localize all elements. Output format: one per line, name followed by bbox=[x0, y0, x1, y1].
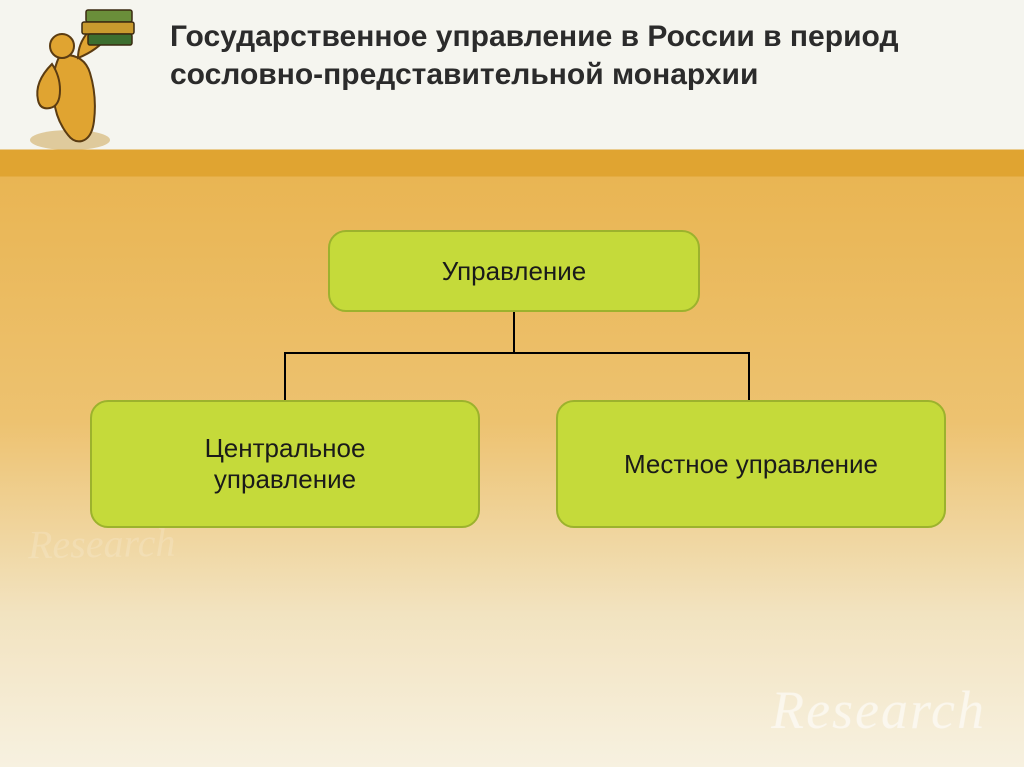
watermark-main: Research bbox=[771, 679, 986, 741]
node-left-label: Центральное управление bbox=[155, 433, 415, 495]
header: Государственное управление в России в пе… bbox=[0, 0, 1024, 150]
books-figure-icon bbox=[0, 0, 150, 160]
node-right-label: Местное управление bbox=[624, 449, 878, 480]
connector-right-down bbox=[748, 352, 750, 400]
connector-root-down bbox=[513, 312, 515, 352]
connector-bus bbox=[284, 352, 750, 354]
node-left: Центральное управление bbox=[90, 400, 480, 528]
slide-title: Государственное управление в России в пе… bbox=[150, 0, 1024, 93]
node-right: Местное управление bbox=[556, 400, 946, 528]
node-root: Управление bbox=[328, 230, 700, 312]
node-root-label: Управление bbox=[442, 256, 587, 287]
connector-left-down bbox=[284, 352, 286, 400]
